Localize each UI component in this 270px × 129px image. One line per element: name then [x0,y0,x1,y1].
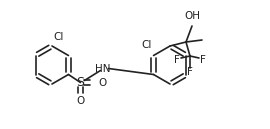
Text: S: S [76,76,85,89]
Text: Cl: Cl [53,32,63,42]
Text: F: F [174,55,180,65]
Text: HN: HN [95,63,110,74]
Text: F: F [200,55,206,65]
Text: O: O [76,95,85,106]
Text: Cl: Cl [141,41,151,50]
Text: OH: OH [184,11,200,21]
Text: F: F [187,67,193,77]
Text: O: O [99,78,107,87]
